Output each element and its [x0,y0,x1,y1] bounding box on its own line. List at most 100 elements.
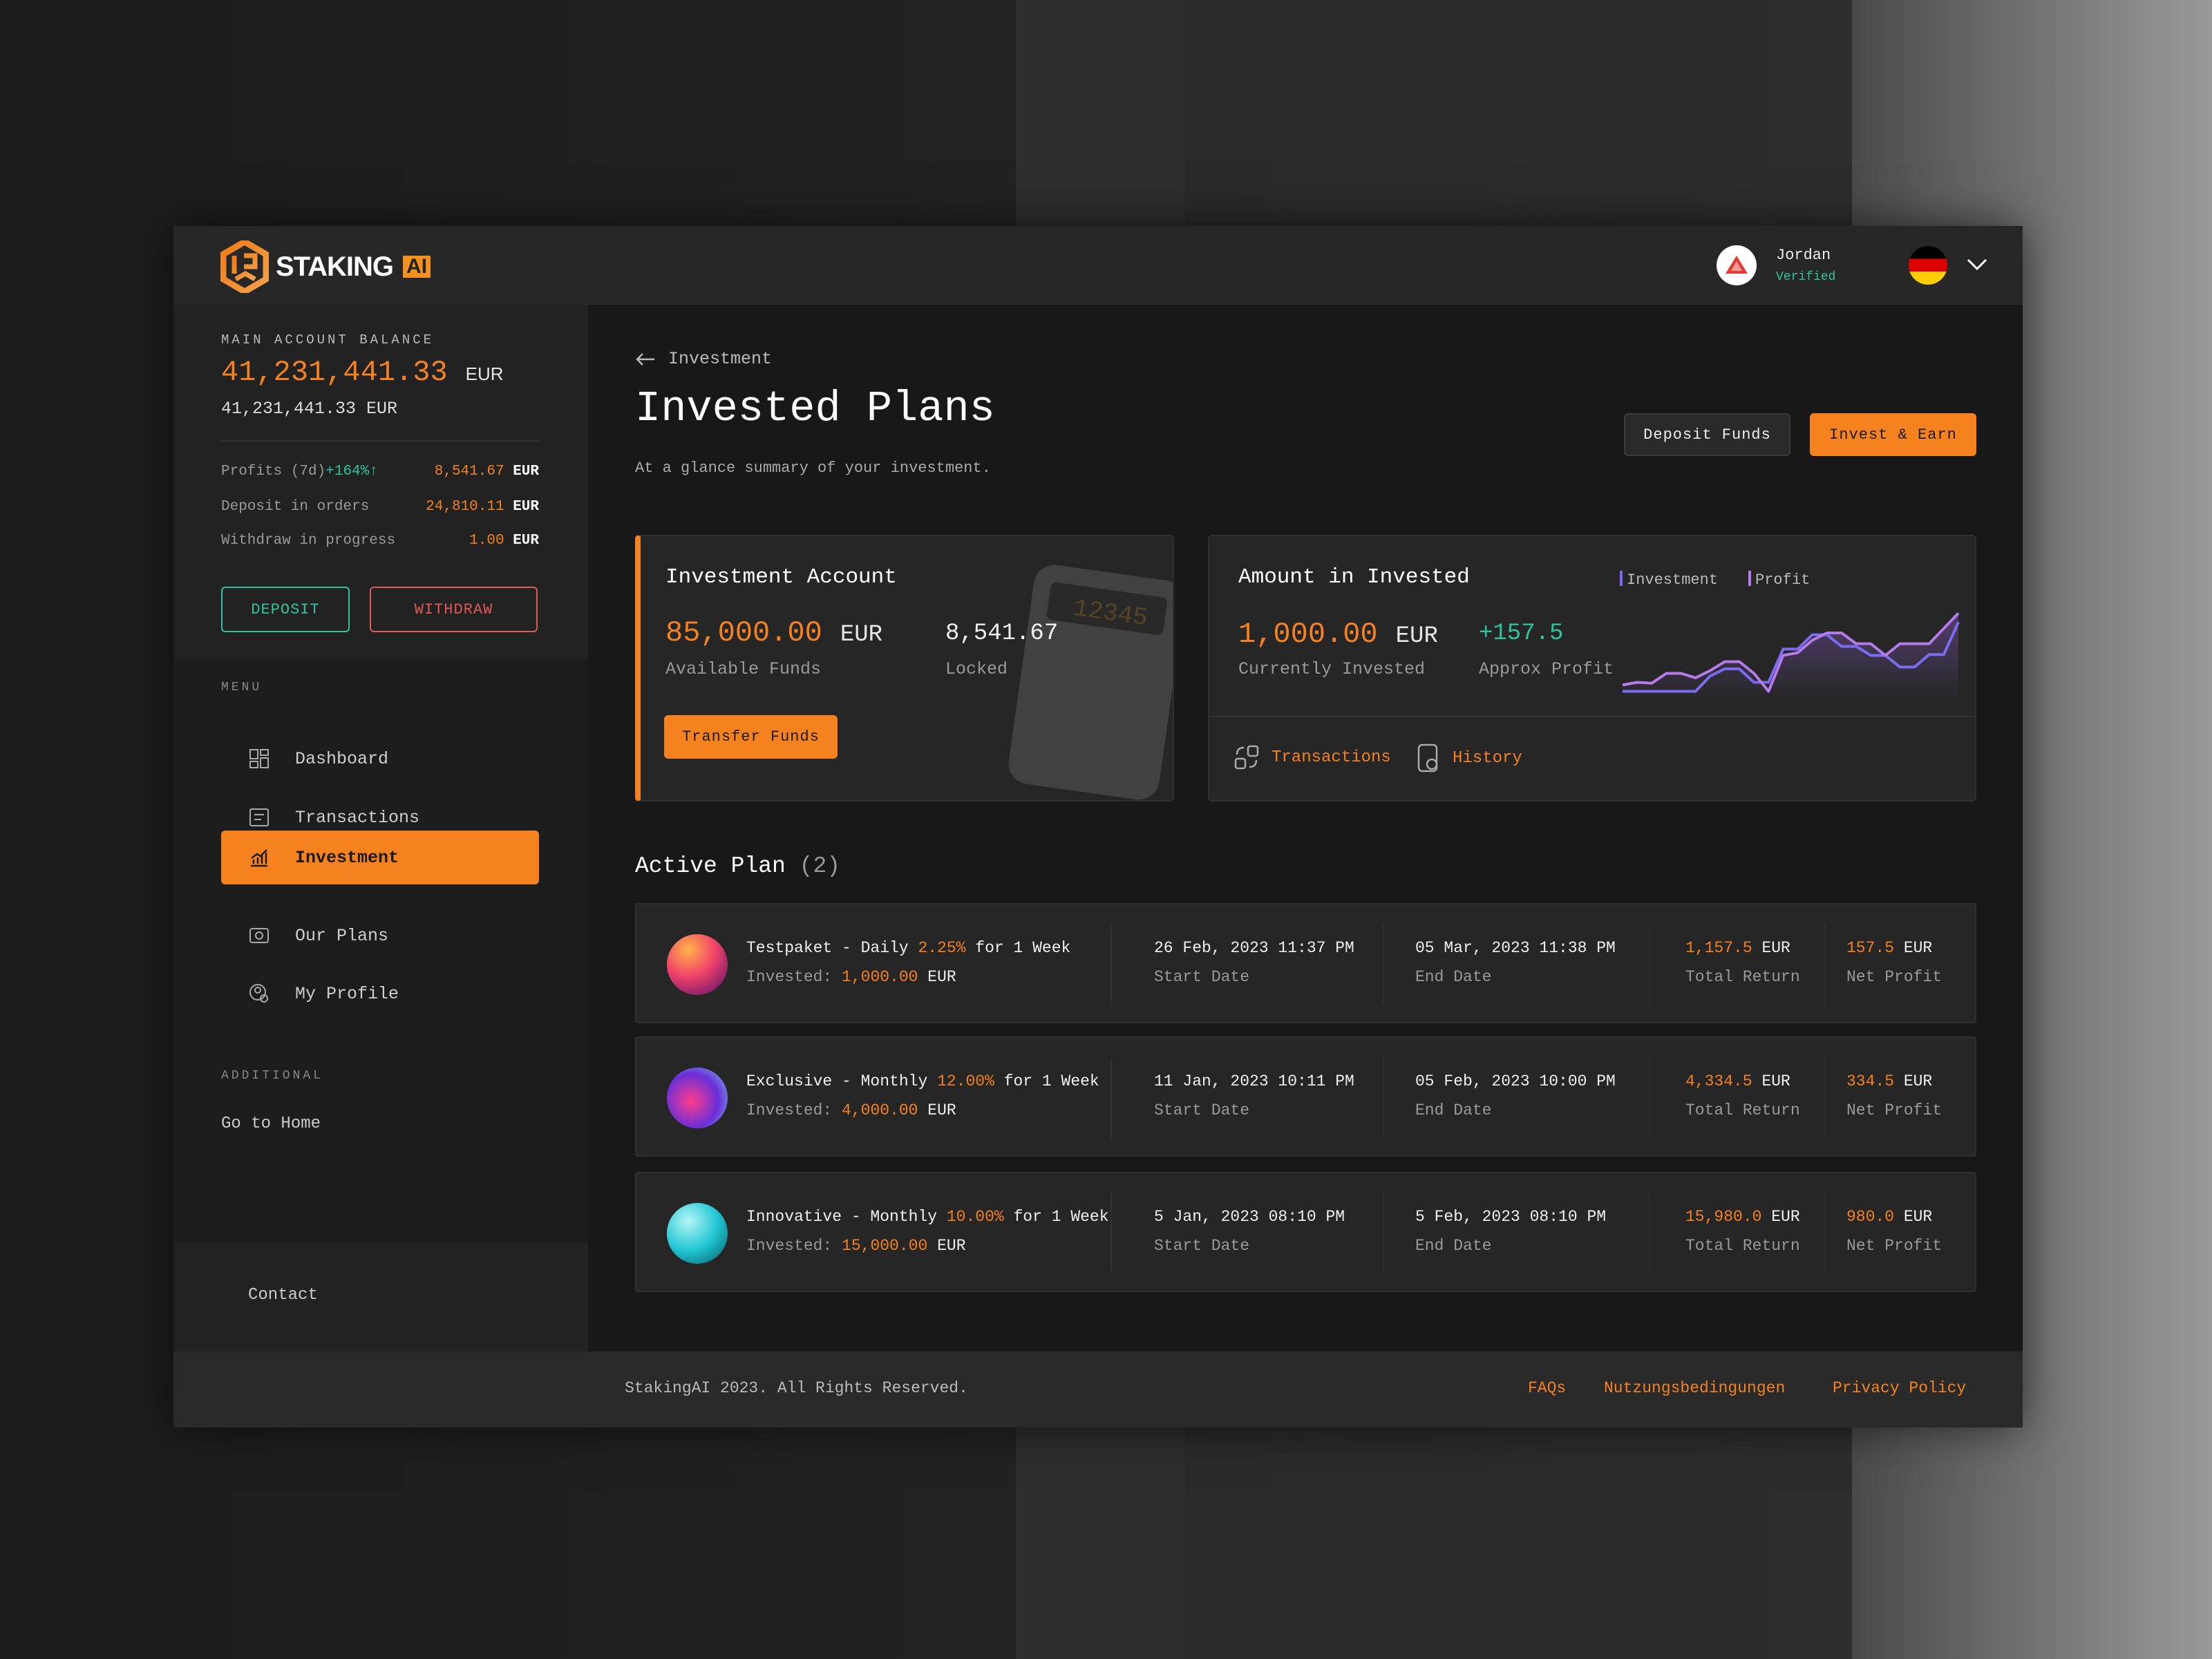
approx-profit-label: Approx Profit [1479,659,1614,679]
plan-name: Testpaket - Daily 2.25% for 1 Week [746,939,1071,957]
privacy-policy-link[interactable]: Privacy Policy [1833,1379,1967,1397]
deposit-button[interactable]: DEPOSIT [221,587,350,632]
net-profit-label: Net Profit [1846,1101,1942,1119]
dashboard-icon [249,749,269,768]
balance-panel: MAIN ACCOUNT BALANCE 41,231,441.33 EUR 4… [173,305,588,658]
approx-profit-value: +157.5 [1479,620,1564,647]
total-return-label: Total Return [1685,1237,1800,1255]
go-home-link[interactable]: Go to Home [221,1115,321,1133]
total-return: 15,980.0 EUR [1685,1208,1800,1226]
footer: StakingAI 2023. All Rights Reserved. FAQ… [173,1352,2023,1428]
end-date: 05 Feb, 2023 10:00 PM [1415,1072,1616,1090]
germany-flag-icon[interactable] [1909,246,1947,285]
app-window: STAKING AI Jordan Verified MAIN ACCOUNT … [173,226,2023,1428]
chevron-down-icon[interactable] [1966,258,1988,272]
terms-link[interactable]: Nutzungsbedingungen [1604,1379,1786,1397]
investment-icon [251,849,267,867]
invest-earn-button[interactable]: Invest & Earn [1810,413,1976,456]
sidebar-item-our-plans[interactable]: Our Plans [221,909,539,963]
arrow-left-icon[interactable] [635,352,656,366]
sidebar-item-transactions[interactable]: Transactions [221,790,539,844]
balance-row: Withdraw in progress 1.00 EUR [221,533,539,549]
withdraw-button[interactable]: WITHDRAW [370,587,538,632]
balance-currency: EUR [465,363,504,384]
transactions-link[interactable]: Transactions [1233,743,1391,771]
contact-link[interactable]: Contact [248,1286,318,1305]
history-link[interactable]: History [1417,743,1522,772]
plan-name: Exclusive - Monthly 12.00% for 1 Week [746,1072,1099,1090]
end-date: 05 Mar, 2023 11:38 PM [1415,939,1616,957]
transfer-funds-button[interactable]: Transfer Funds [664,715,838,759]
total-return: 4,334.5 EUR [1685,1072,1790,1090]
divider [1383,924,1384,1005]
user-name[interactable]: Jordan [1776,247,1831,264]
plan-invested: Invested: 1,000.00 EUR [746,968,956,986]
divider [1649,924,1650,1005]
deposit-funds-button[interactable]: Deposit Funds [1624,413,1790,456]
menu-label: MENU [221,681,263,694]
sidebar-bottom: Contact [173,1242,588,1352]
divider [1110,924,1112,1005]
end-date-label: End Date [1415,1237,1492,1255]
brand-name: STAKING [276,251,394,282]
start-date: 5 Jan, 2023 08:10 PM [1154,1208,1345,1226]
total-return-label: Total Return [1685,968,1800,986]
active-plan-heading: Active Plan (2) [635,853,841,879]
current-invested-value: 1,000.00 [1238,618,1378,651]
balance-amount: 41,231,441.33 [221,356,448,389]
legend-profit: Profit [1748,571,1810,589]
brand-badge: AI [403,256,431,278]
divider [1110,1193,1112,1274]
transactions-icon [1234,745,1259,770]
divider [1824,1057,1826,1139]
net-profit: 980.0 EUR [1846,1208,1933,1226]
total-return-label: Total Return [1685,1101,1800,1119]
net-profit: 334.5 EUR [1846,1072,1933,1090]
divider [1649,1057,1650,1139]
plan-row[interactable]: Testpaket - Daily 2.25% for 1 Week Inves… [635,903,1976,1023]
logo[interactable]: STAKING AI [220,240,431,293]
divider [1383,1057,1384,1139]
plan-icon [667,1203,728,1264]
divider [1209,716,1975,717]
profile-icon [249,984,268,1003]
available-funds-value: 85,000.00 [665,616,822,650]
sidebar-item-dashboard[interactable]: Dashboard [221,732,539,786]
profit-area [1623,613,1958,700]
balance-secondary: 41,231,441.33 EUR [221,399,398,419]
end-date-label: End Date [1415,968,1492,986]
copyright: StakingAI 2023. All Rights Reserved. [625,1379,968,1397]
end-date-label: End Date [1415,1101,1492,1119]
user-avatar[interactable] [1717,245,1757,285]
sidebar-item-investment[interactable]: Investment [221,831,539,884]
amount-invested-card: Amount in Invested Investment Profit 1,0… [1208,535,1976,802]
divider [1824,1193,1826,1274]
balance-row: Deposit in orders 24,810.11 EUR [221,499,539,515]
legend-investment: Investment [1620,571,1718,589]
divider [1824,924,1826,1005]
net-profit-label: Net Profit [1846,968,1942,986]
plan-name: Innovative - Monthly 10.00% for 1 Week [746,1208,1109,1226]
start-date-label: Start Date [1154,968,1250,986]
plan-invested: Invested: 4,000.00 EUR [746,1101,956,1119]
start-date-label: Start Date [1154,1101,1250,1119]
history-icon [1417,743,1438,772]
plan-invested: Invested: 15,000.00 EUR [746,1237,966,1255]
plan-row[interactable]: Exclusive - Monthly 12.00% for 1 Week In… [635,1036,1976,1157]
divider [1383,1193,1384,1274]
current-invested-label: Currently Invested [1238,659,1426,679]
start-date: 26 Feb, 2023 11:37 PM [1154,939,1354,957]
locked-value: 8,541.67 [945,620,1059,647]
series-line-investment [1623,621,1960,693]
divider [221,440,539,442]
series-line-profit [1622,612,1960,693]
end-date: 5 Feb, 2023 08:10 PM [1415,1208,1607,1226]
divider [1110,1057,1112,1139]
breadcrumb[interactable]: Investment [635,349,772,369]
sidebar-item-my-profile[interactable]: My Profile [221,967,539,1021]
additional-label: ADDITIONAL [221,1069,324,1083]
plans-icon [249,928,269,943]
plan-row[interactable]: Innovative - Monthly 10.00% for 1 Week I… [635,1172,1976,1292]
page-subtitle: At a glance summary of your investment. [635,459,991,477]
faqs-link[interactable]: FAQs [1528,1379,1567,1397]
